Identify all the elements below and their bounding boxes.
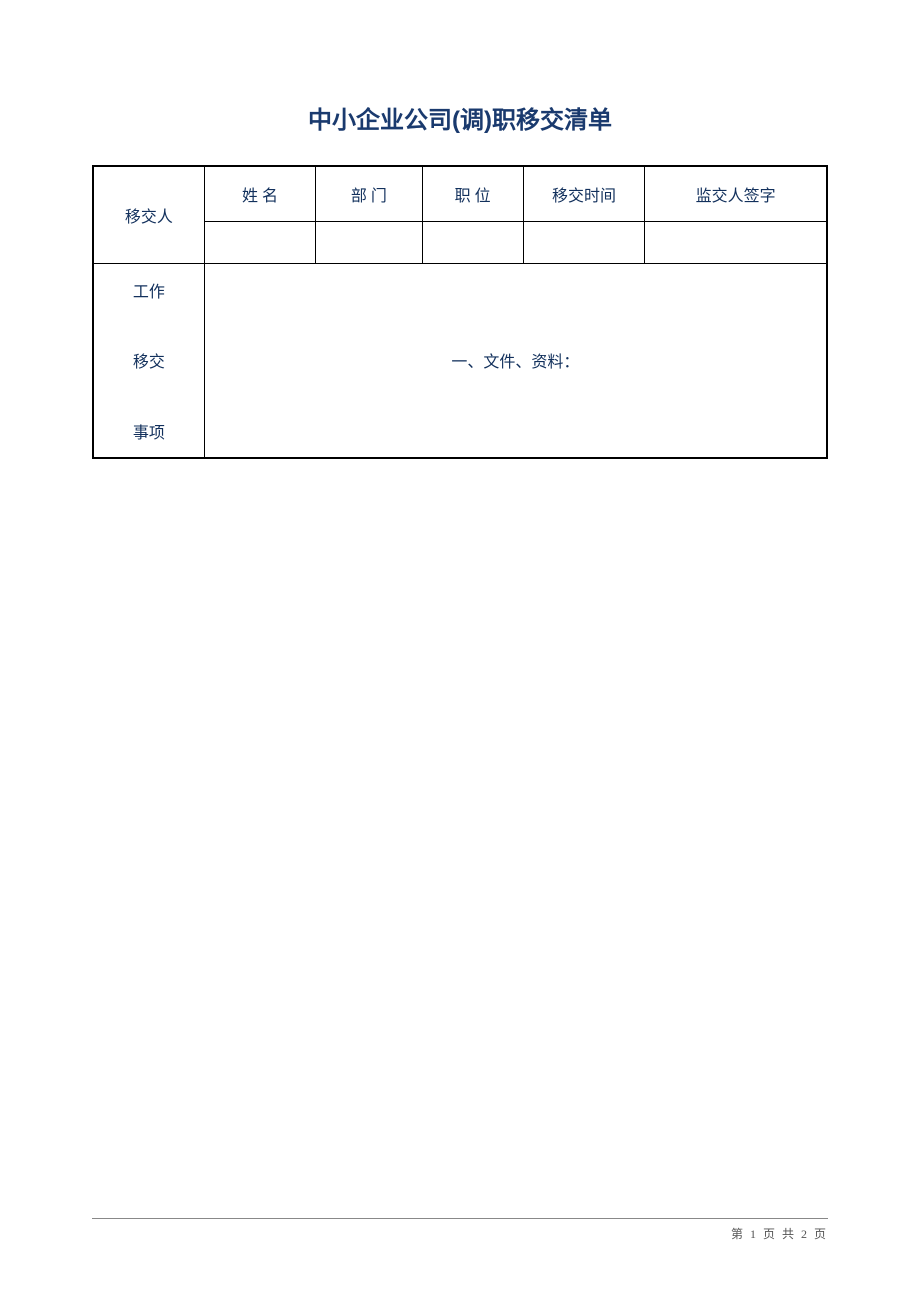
header-row: 移交人 姓 名 部 门 职 位 移交时间 监交人签字 xyxy=(93,166,827,221)
page-footer: 第 1 页 共 2 页 xyxy=(92,1218,828,1242)
value-supervisor-sign xyxy=(645,221,827,263)
header-department: 部 门 xyxy=(316,166,422,221)
header-supervisor-sign: 监交人签字 xyxy=(645,166,827,221)
handover-items-content: 一、文件、资料： xyxy=(204,263,827,458)
header-name: 姓 名 xyxy=(204,166,315,221)
document-title: 中小企业公司(调)职移交清单 xyxy=(92,100,828,135)
label-line-2: 移交 xyxy=(133,348,165,372)
label-line-1: 工作 xyxy=(133,278,165,302)
handover-person-label: 移交人 xyxy=(93,166,204,263)
header-position: 职 位 xyxy=(422,166,523,221)
value-name xyxy=(204,221,315,263)
label-stack: 工作 移交 事项 xyxy=(94,278,204,443)
handover-form-table: 移交人 姓 名 部 门 职 位 移交时间 监交人签字 工作 移交 事项 一、文件… xyxy=(92,165,828,459)
footer-divider xyxy=(92,1218,828,1219)
value-position xyxy=(422,221,523,263)
value-handover-time xyxy=(523,221,644,263)
page-number: 第 1 页 共 2 页 xyxy=(92,1225,828,1242)
handover-items-label: 工作 移交 事项 xyxy=(93,263,204,458)
page-container: 中小企业公司(调)职移交清单 移交人 姓 名 部 门 职 位 移交时间 监交人签… xyxy=(0,0,920,459)
label-line-3: 事项 xyxy=(133,419,165,443)
header-handover-time: 移交时间 xyxy=(523,166,644,221)
content-row: 工作 移交 事项 一、文件、资料： xyxy=(93,263,827,458)
value-department xyxy=(316,221,422,263)
